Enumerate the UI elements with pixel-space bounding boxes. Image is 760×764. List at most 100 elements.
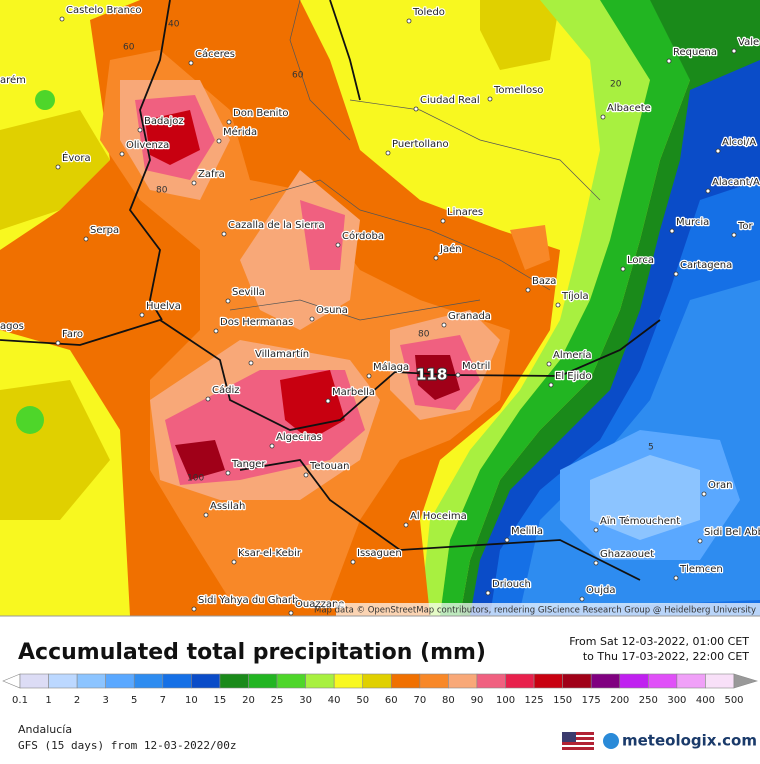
city-dot bbox=[433, 255, 439, 261]
city-dot bbox=[548, 382, 554, 388]
colorbar-tick-label: 125 bbox=[525, 695, 544, 706]
city-dot bbox=[139, 312, 145, 318]
colorbar-box bbox=[390, 673, 421, 689]
city-label: Cáceres bbox=[195, 48, 235, 60]
city-dot bbox=[205, 396, 211, 402]
city-label: Issaguen bbox=[357, 548, 402, 559]
city-label: El Ejido bbox=[555, 371, 592, 382]
city-dot bbox=[731, 232, 737, 238]
colorbar-box bbox=[419, 673, 449, 689]
city-label: Tíjola bbox=[561, 290, 589, 302]
city-label: agos bbox=[0, 321, 24, 332]
city-dot bbox=[525, 287, 531, 293]
city-dot bbox=[385, 150, 391, 156]
city-label: Sevilla bbox=[232, 287, 265, 298]
city-dot bbox=[203, 512, 209, 518]
colorbar-tick-label: 500 bbox=[724, 695, 743, 706]
legend-title: Accumulated total precipitation (mm) bbox=[18, 640, 486, 665]
city-label: Cazalla de la Sierra bbox=[228, 220, 325, 231]
city-label: Málaga bbox=[373, 361, 409, 373]
city-dot bbox=[55, 164, 61, 170]
city-dot bbox=[226, 119, 232, 125]
city-label: Oran bbox=[708, 480, 732, 491]
city-label: Évora bbox=[62, 151, 91, 164]
city-dot bbox=[221, 231, 227, 237]
city-label: Ksar-el-Kebir bbox=[238, 548, 302, 559]
city-dot bbox=[216, 138, 222, 144]
city-label: Ghazaouet bbox=[600, 549, 654, 560]
city-dot bbox=[191, 606, 197, 612]
city-dot bbox=[191, 180, 197, 186]
contour-label: 40 bbox=[168, 20, 180, 30]
city-dot bbox=[309, 316, 315, 322]
colorbar-box bbox=[648, 673, 678, 689]
colorbar-box bbox=[162, 673, 192, 689]
colorbar-tick-label: 250 bbox=[639, 695, 658, 706]
colorbar-tick-label: 150 bbox=[553, 695, 572, 706]
city-label: Sidi Yahya du Gharb bbox=[198, 595, 298, 606]
city-dot bbox=[269, 443, 275, 449]
colorbar-tick-label: 90 bbox=[471, 695, 484, 706]
city-dot bbox=[669, 228, 675, 234]
city-label: Alacant/A bbox=[712, 177, 760, 188]
city-dot bbox=[55, 340, 61, 346]
city-label: Olivenza bbox=[126, 140, 169, 151]
colorbar-tick-label: 5 bbox=[131, 695, 137, 706]
contour-label: 60 bbox=[292, 71, 304, 81]
colorbar-box bbox=[305, 673, 335, 689]
city-label: Ouazzane bbox=[295, 599, 344, 610]
city-dot bbox=[555, 302, 561, 308]
city-label: Puertollano bbox=[392, 139, 449, 150]
city-dot bbox=[673, 271, 679, 277]
model-run: GFS (15 days) from 12-03-2022/00z bbox=[18, 739, 237, 752]
colorbar-tick-label: 30 bbox=[299, 695, 312, 706]
city-dot bbox=[225, 298, 231, 304]
city-label: arém bbox=[0, 74, 26, 86]
contour-label: 60 bbox=[123, 43, 135, 53]
city-dot bbox=[697, 538, 703, 544]
colorbar-tick-label: 175 bbox=[582, 695, 601, 706]
brand[interactable]: meteologix.com bbox=[622, 732, 757, 750]
colorbar: 0.1 1 2 3 5 7 10 15 20 25 30 40 50 60 70 80 90 100 125 150 1… bbox=[2, 673, 759, 706]
city-label: Tomelloso bbox=[493, 85, 543, 96]
colorbar-tick-label: 70 bbox=[413, 695, 426, 706]
city-label: Ciudad Real bbox=[420, 95, 480, 106]
colorbar-box bbox=[333, 673, 364, 689]
city-dot bbox=[504, 537, 510, 543]
city-dot bbox=[119, 151, 125, 157]
colorbar-box bbox=[705, 673, 735, 689]
city-dot bbox=[366, 373, 372, 379]
map-labels: Castelo Branco Toledo Cáceres Requena Vale ar… bbox=[0, 4, 760, 616]
colorbar-box bbox=[476, 673, 506, 689]
city-dot bbox=[715, 148, 721, 154]
city-label: Algeciras bbox=[276, 432, 322, 443]
city-label: Tanger bbox=[231, 459, 266, 470]
logo-icon bbox=[603, 733, 619, 749]
colorbar-box bbox=[105, 673, 135, 689]
colorbar-tick-label: 15 bbox=[214, 695, 227, 706]
colorbar-tick-label: 3 bbox=[102, 695, 108, 706]
city-label: Murcia bbox=[676, 217, 709, 228]
contour-label: 80 bbox=[418, 330, 430, 340]
attribution: Map data © OpenStreetMap contributors, r… bbox=[314, 606, 756, 616]
city-label: Vale bbox=[738, 37, 759, 48]
city-label: Tlemcen bbox=[679, 564, 723, 575]
city-label: Melilla bbox=[511, 526, 543, 537]
city-label: Badajoz bbox=[144, 116, 184, 127]
contour-label: 5 bbox=[648, 443, 654, 453]
colorbar-tick-label: 20 bbox=[242, 695, 255, 706]
city-label: Don Benito bbox=[233, 108, 289, 119]
colorbar-tick-label: 80 bbox=[442, 695, 455, 706]
city-label: Mérida bbox=[223, 126, 257, 138]
city-label: Oujda bbox=[586, 585, 615, 596]
colorbar-box bbox=[76, 673, 106, 689]
city-label: Cádiz bbox=[212, 384, 240, 396]
map-fill bbox=[0, 0, 760, 616]
city-label: Al Hoceima bbox=[410, 511, 467, 522]
city-dot bbox=[406, 18, 412, 24]
colorbar-tick-label: 10 bbox=[185, 695, 198, 706]
colorbar-box bbox=[590, 673, 621, 689]
city-dot bbox=[731, 48, 737, 54]
colorbar-tick-label: 400 bbox=[696, 695, 715, 706]
colorbar-box bbox=[133, 673, 164, 689]
